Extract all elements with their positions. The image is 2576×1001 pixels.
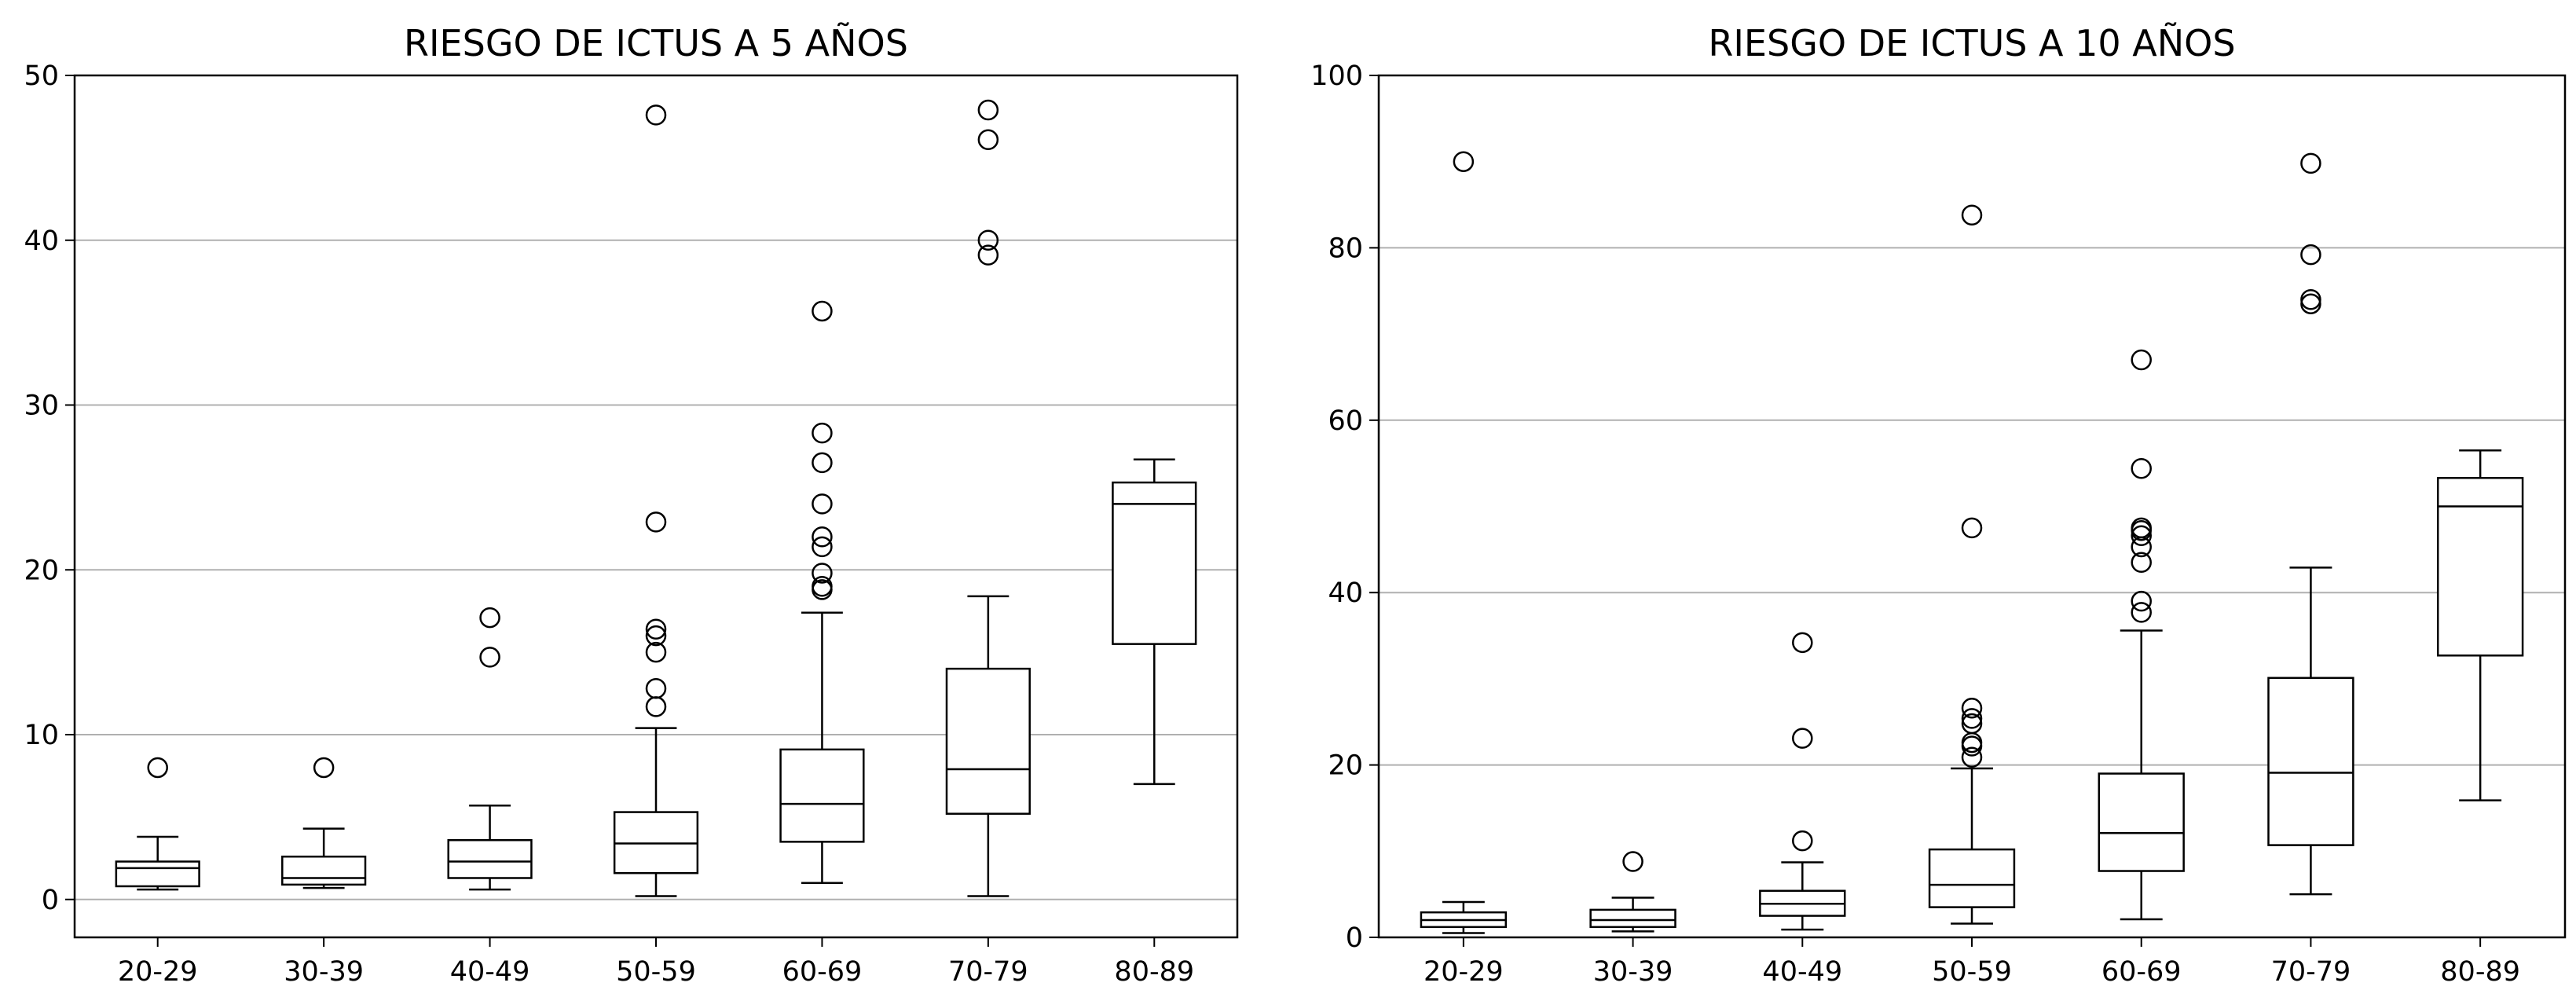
y-tick-label: 40 (1328, 578, 1363, 609)
box-iqr (945, 667, 1031, 815)
box-70-79 (2267, 152, 2354, 896)
outlier-point (812, 300, 833, 322)
outlier-point (2131, 349, 2152, 371)
outlier-point (812, 563, 833, 584)
box-iqr (447, 838, 533, 879)
x-tick-label: 30-39 (284, 956, 364, 988)
outlier-point (1961, 708, 1983, 729)
outlier-point (812, 493, 833, 515)
x-tick-label: 20-29 (118, 956, 198, 988)
outlier-point (977, 244, 999, 266)
chart-panel-10-years: RIESGO DE ICTUS A 10 AÑOS 0 20 40 60 80 100 20-… (1310, 22, 2567, 988)
outlier-point (977, 129, 999, 151)
x-tick-label: 20-29 (1424, 956, 1504, 988)
y-tick-label: 50 (24, 60, 59, 92)
x-tick-label: 60-69 (782, 956, 863, 988)
box-iqr (1928, 848, 2016, 908)
outlier-point (1961, 713, 1983, 735)
box-70-79 (945, 99, 1031, 897)
y-tick-label: 20 (24, 555, 59, 586)
box-30-39 (281, 757, 367, 889)
outlier-point (1453, 151, 1475, 172)
x-tick-label: 50-59 (1932, 956, 2012, 988)
outlier-point (645, 641, 667, 663)
box-iqr (115, 860, 200, 888)
y-tick-label: 80 (1328, 233, 1363, 264)
outlier-point (2131, 552, 2152, 574)
outlier-point (977, 99, 999, 121)
box-40-49 (447, 607, 533, 891)
box-80-89 (2436, 449, 2524, 801)
outlier-point (645, 512, 667, 533)
box-50-59 (613, 104, 699, 897)
outlier-point (812, 575, 833, 597)
box-30-39 (1589, 851, 1676, 933)
outlier-point (1792, 728, 1813, 749)
chart-panel-5-years: RIESGO DE ICTUS A 5 AÑOS 0 10 20 30 40 50 20-29… (24, 22, 1239, 988)
outlier-point (2131, 602, 2152, 623)
box-iqr (779, 748, 865, 843)
y-tick-label: 0 (1346, 922, 1363, 954)
outlier-point (1622, 851, 1643, 872)
y-tick-label: 30 (24, 390, 59, 422)
outlier-point (313, 757, 335, 779)
x-tick-label: 70-79 (948, 956, 1028, 988)
x-tick-label: 40-49 (450, 956, 530, 988)
y-tick-label: 0 (42, 885, 59, 916)
box-iqr (281, 855, 367, 886)
chart-title: RIESGO DE ICTUS A 10 AÑOS (1708, 22, 2235, 64)
y-tick-label: 60 (1328, 405, 1363, 437)
outlier-point (147, 757, 168, 779)
y-tick-label: 100 (1310, 60, 1363, 92)
outlier-point (2300, 288, 2321, 310)
outlier-point (812, 536, 833, 558)
outlier-point (812, 526, 833, 548)
y-tick-label: 20 (1328, 750, 1363, 782)
outlier-point (1792, 830, 1813, 852)
y-tick-label: 40 (24, 226, 59, 257)
outlier-point (645, 618, 667, 640)
box-60-69 (2098, 349, 2185, 921)
box-40-49 (1759, 632, 1846, 931)
box-iqr (1112, 481, 1197, 645)
outlier-point (2131, 590, 2152, 612)
outlier-point (479, 607, 500, 629)
chart-title: RIESGO DE ICTUS A 5 AÑOS (404, 22, 908, 64)
outlier-point (2131, 517, 2152, 539)
box-50-59 (1928, 204, 2016, 925)
x-tick-label: 60-69 (2101, 956, 2182, 988)
outlier-point (2131, 457, 2152, 479)
outlier-point (2131, 525, 2152, 547)
outlier-point (2300, 152, 2321, 174)
x-tick-label: 80-89 (1114, 956, 1194, 988)
box-20-29 (1420, 151, 1508, 934)
outlier-point (977, 229, 999, 251)
outlier-point (645, 678, 667, 699)
box-80-89 (1112, 458, 1197, 786)
box-iqr (2436, 477, 2524, 657)
box-iqr (1589, 908, 1676, 929)
box-60-69 (779, 300, 865, 885)
x-tick-label: 40-49 (1762, 956, 1842, 988)
outlier-point (1961, 746, 1983, 768)
outlier-point (812, 422, 833, 444)
box-iqr (2098, 772, 2185, 872)
outlier-point (2300, 244, 2321, 266)
x-tick-label: 70-79 (2271, 956, 2351, 988)
outlier-point (645, 104, 667, 126)
outlier-point (812, 452, 833, 474)
box-20-29 (115, 757, 200, 891)
outlier-point (479, 647, 500, 668)
outlier-point (1961, 697, 1983, 719)
outlier-point (1792, 632, 1813, 654)
x-tick-label: 30-39 (1593, 956, 1673, 988)
outlier-point (1961, 204, 1983, 226)
outlier-point (1961, 517, 1983, 539)
outlier-point (645, 625, 667, 647)
y-tick-label: 10 (24, 720, 59, 751)
x-tick-label: 50-59 (616, 956, 696, 988)
box-iqr (2267, 676, 2354, 846)
x-tick-label: 80-89 (2440, 956, 2520, 988)
